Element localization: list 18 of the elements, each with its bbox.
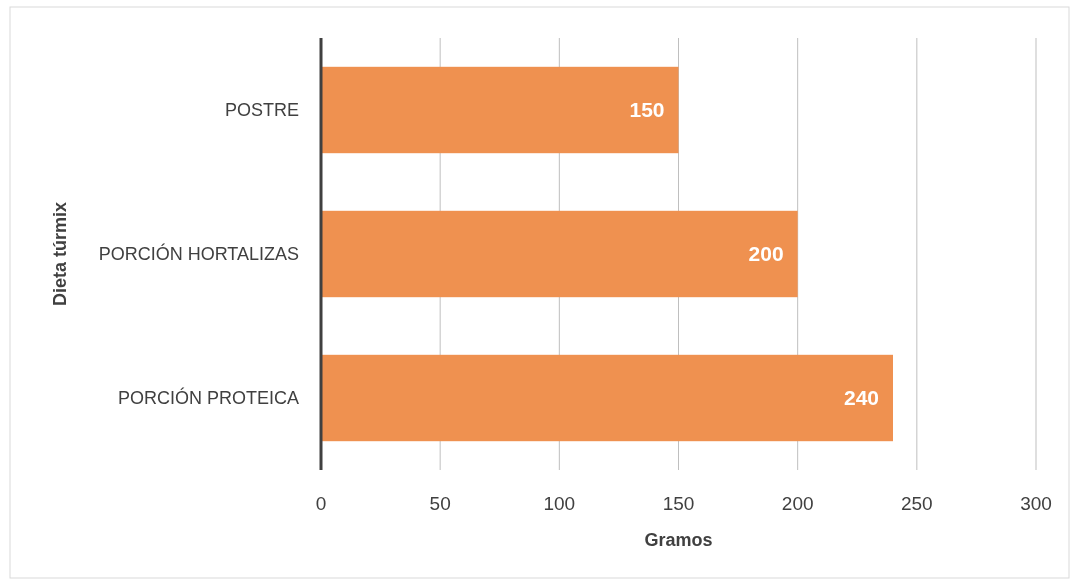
x-tick-label: 100 [543, 493, 576, 514]
y-tick-label: PORCIÓN PROTEICA [117, 387, 299, 409]
x-axis-title: Gramos [644, 530, 713, 550]
x-tick-label: 150 [662, 493, 695, 514]
x-tick-label: 50 [429, 493, 451, 514]
bar [321, 66, 679, 154]
data-label: 150 [629, 98, 665, 122]
data-label: 240 [843, 386, 879, 410]
bar [321, 354, 893, 442]
x-tick-label: 250 [900, 493, 933, 514]
x-tick-label: 0 [315, 493, 327, 514]
data-label: 200 [748, 242, 784, 266]
x-tick-label: 300 [1020, 493, 1052, 514]
y-axis-title: Dieta túrmix [50, 201, 70, 307]
y-tick-label: PORCIÓN HORTALIZAS [98, 243, 299, 265]
bar [321, 210, 798, 298]
y-tick-label: POSTRE [224, 100, 299, 121]
x-tick-label: 200 [781, 493, 814, 514]
